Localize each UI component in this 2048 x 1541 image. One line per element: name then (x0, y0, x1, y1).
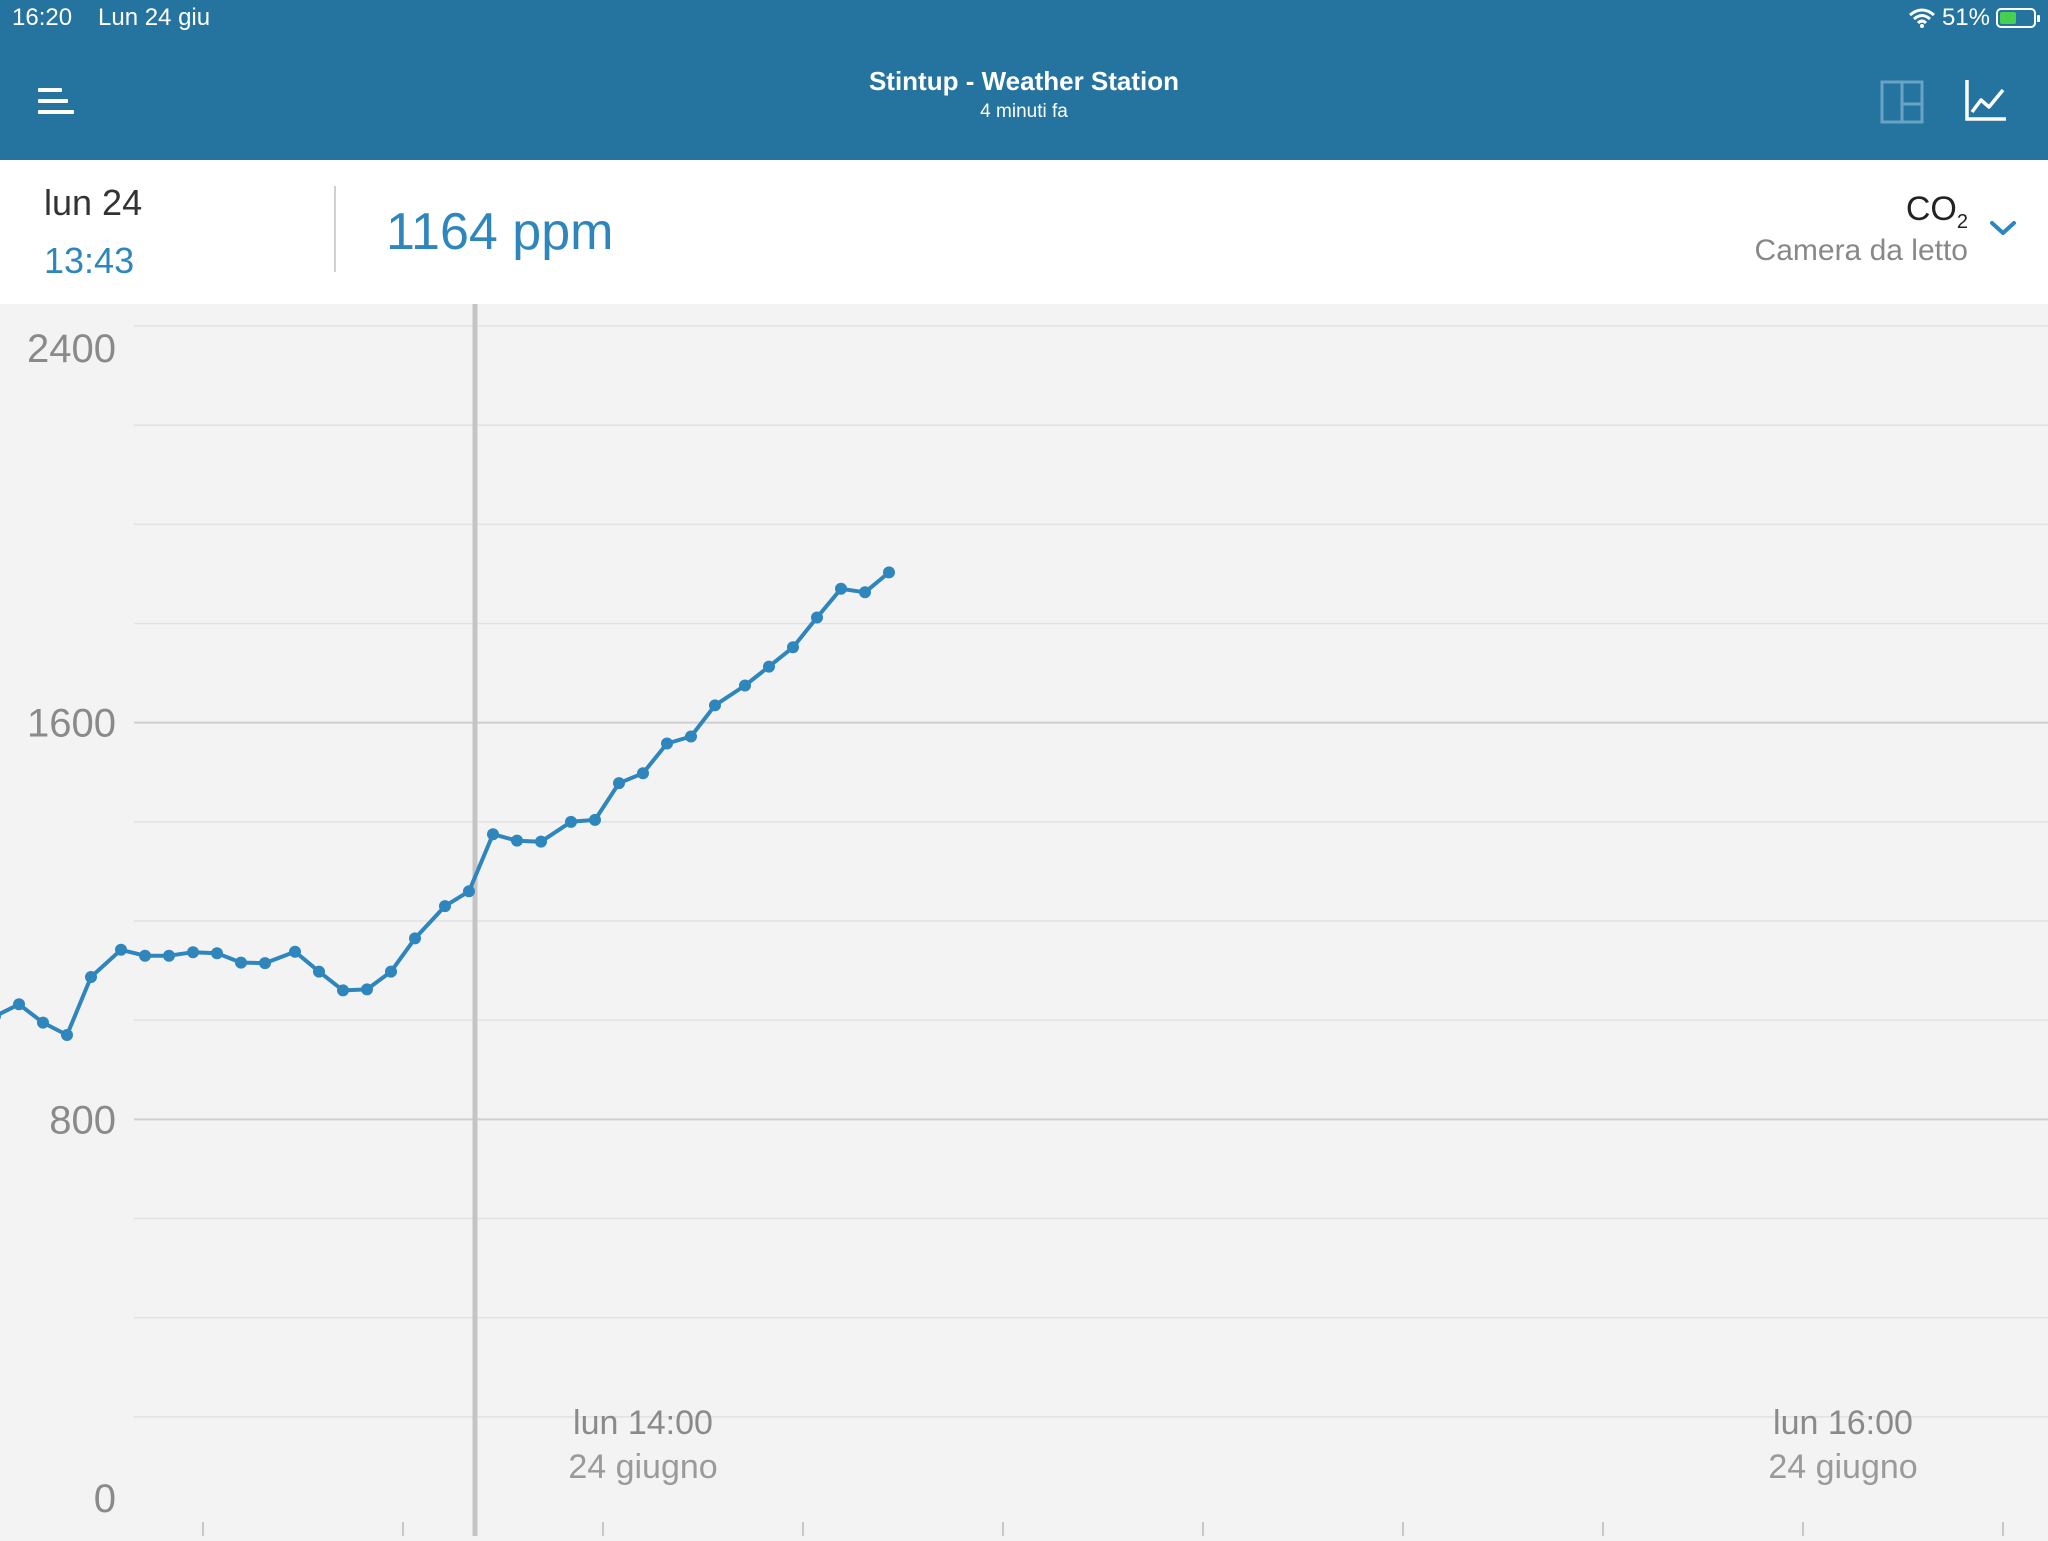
co2-chart[interactable]: 2400 1600 800 0 lun 14:00 24 giugno lun 16:00 2… (0, 304, 2048, 1536)
data-point (835, 582, 847, 595)
data-point (85, 971, 97, 984)
page-title: Stintup - Weather Station (868, 66, 1180, 96)
data-point (163, 949, 175, 962)
data-point (487, 828, 499, 841)
data-point (811, 611, 823, 624)
series-line (0, 570, 891, 1037)
layout-icon[interactable] (1880, 80, 1924, 124)
x-tick-sublabel: 24 giugno (568, 1448, 717, 1486)
divider (334, 186, 336, 272)
data-point (763, 660, 775, 673)
data-point (259, 957, 271, 970)
battery-percent: 51% (1941, 4, 1990, 31)
data-point (211, 947, 223, 960)
data-point (463, 885, 475, 898)
data-point (61, 1029, 73, 1042)
x-tick-label: lun 16:00 (1773, 1404, 1913, 1442)
data-point (313, 965, 325, 978)
data-point (661, 737, 673, 750)
sensor-name-subscript: 2 (1956, 210, 1968, 233)
y-tick-label: 0 (94, 1477, 116, 1521)
data-point (439, 900, 451, 913)
data-point (535, 835, 547, 848)
data-point (289, 945, 301, 958)
app-header: 16:20 Lun 24 giu 51% Stintup - Weather S… (0, 0, 2048, 160)
data-point (409, 932, 421, 945)
data-point (187, 946, 199, 959)
wifi-icon (1908, 8, 1935, 28)
data-point (361, 983, 373, 996)
data-point (385, 965, 397, 978)
x-tick-sublabel: 24 giugno (1768, 1448, 1917, 1486)
title-block: Stintup - Weather Station 4 minuti fa (0, 66, 2048, 123)
data-point (565, 815, 577, 828)
x-tick-label: lun 14:00 (573, 1404, 713, 1442)
line-chart-icon[interactable] (1964, 78, 2008, 122)
data-point (859, 586, 871, 599)
data-point (13, 998, 25, 1011)
sensor-room[interactable]: Camera da letto (1754, 234, 1968, 267)
data-point (613, 777, 625, 790)
data-point (685, 730, 697, 743)
data-point (0, 1012, 1, 1020)
selected-date: lun 24 (44, 182, 143, 223)
data-point (37, 1016, 49, 1029)
status-date: Lun 24 giu (98, 4, 211, 31)
data-point (883, 566, 895, 579)
chevron-down-icon[interactable] (1988, 218, 2018, 238)
data-point (709, 699, 721, 712)
menu-icon[interactable] (38, 88, 74, 116)
status-time: 16:20 (12, 4, 73, 31)
y-tick-label: 2400 (27, 327, 116, 371)
reading-summary: lun 24 13:43 1164 ppm CO2 Camera da lett… (0, 160, 2048, 304)
data-point (115, 943, 127, 956)
y-tick-label: 1600 (27, 702, 116, 746)
data-point (787, 641, 799, 654)
data-point (637, 767, 649, 780)
data-point (739, 679, 751, 692)
sensor-name-text: CO (1905, 190, 1957, 228)
data-point (337, 984, 349, 997)
status-right: 51% (1908, 4, 2040, 32)
data-point (589, 813, 601, 826)
battery-icon (1996, 8, 2040, 28)
data-point (235, 956, 247, 969)
data-point (139, 949, 151, 962)
last-update: 4 minuti fa (980, 101, 1068, 122)
chart-svg[interactable]: 2400 1600 800 0 lun 14:00 24 giugno lun 16:00 2… (0, 304, 2048, 1536)
sensor-name[interactable]: CO2 (1906, 190, 1968, 234)
selected-time: 13:43 (44, 240, 135, 281)
selected-value: 1164 ppm (386, 203, 614, 261)
data-point (511, 834, 523, 847)
y-tick-label: 800 (49, 1098, 116, 1142)
